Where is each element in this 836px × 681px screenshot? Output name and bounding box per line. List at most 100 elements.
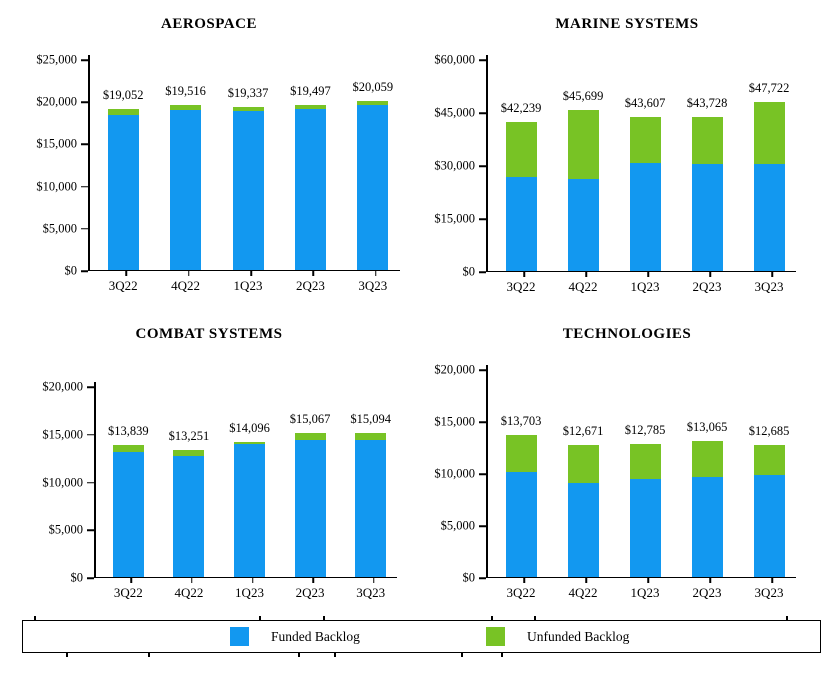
legend-item-funded: Funded Backlog: [230, 621, 360, 652]
chart-aerospace: AEROSPACE $25,000 $20,000 $15,000 $10,000 $5…: [0, 0, 418, 310]
x-tick-mark: [372, 578, 375, 583]
y-tick-mark: [87, 434, 94, 436]
bar-1q23: [232, 106, 264, 270]
bar-4q22: [567, 445, 599, 577]
x-tick-mark: [250, 271, 252, 276]
unfunded-backlog-segment: [112, 444, 144, 453]
x-tick-mark: [585, 272, 587, 277]
plot-area-combat-systems: $20,000 $15,000 $10,000 $5,000 $0 $13,839 3Q22…: [42, 380, 397, 600]
unfunded-backlog-segment: [232, 106, 264, 112]
bar-total-label: $19,337: [227, 85, 269, 100]
bar-total-label: $13,251: [168, 429, 210, 444]
bar-3q23: [355, 432, 387, 577]
chart-marine-systems: MARINE SYSTEMS $60,000 $45,000 $30,000 $15,…: [418, 0, 836, 310]
x-tick-mark: [375, 271, 377, 276]
unfunded-backlog-segment: [567, 445, 599, 483]
legend-border-tick: [534, 616, 536, 621]
x-tick-mark: [312, 578, 314, 583]
bar-3q22: [505, 434, 537, 577]
y-tick-label: $30,000: [434, 158, 475, 173]
y-tick-label: $10,000: [434, 466, 475, 481]
legend-border-tick: [259, 616, 261, 621]
y-tick-mark: [87, 386, 94, 388]
funded-backlog-segment: [691, 476, 723, 577]
y-tick-label: $15,000: [42, 427, 83, 442]
funded-backlog-swatch-icon: [230, 627, 249, 646]
y-tick-mark: [479, 525, 486, 527]
bar-total-label: $13,839: [107, 423, 149, 438]
x-axis-label: 3Q22: [506, 585, 536, 600]
chart-title-combat-systems: COMBAT SYSTEMS: [135, 326, 283, 342]
x-axis-label: 4Q22: [174, 585, 204, 600]
x-axis-label: 2Q23: [692, 279, 722, 294]
funded-backlog-segment: [294, 109, 326, 270]
bar-total-label: $19,497: [290, 84, 331, 99]
unfunded-backlog-segment: [294, 105, 326, 110]
bar-2q23: [294, 105, 326, 270]
bar-3q23: [357, 100, 389, 270]
y-tick-mark: [479, 59, 486, 61]
x-axis-line: [486, 576, 796, 578]
unfunded-backlog-segment: [753, 102, 785, 164]
funded-backlog-segment: [567, 482, 599, 577]
bar-total-label: $12,671: [562, 424, 604, 439]
x-axis-label: 3Q23: [356, 585, 386, 600]
unfunded-backlog-segment: [107, 109, 139, 115]
x-tick-mark: [523, 578, 525, 583]
x-axis-label: 3Q22: [113, 585, 143, 600]
x-axis-line: [94, 576, 397, 578]
bar-total-label: $19,516: [165, 84, 206, 99]
y-tick-label: $20,000: [36, 94, 77, 109]
bar-total-label: $47,722: [748, 81, 790, 96]
bar-1q23: [629, 444, 661, 577]
funded-backlog-segment: [232, 111, 264, 270]
legend-border-tick: [298, 652, 300, 657]
y-tick-mark: [87, 481, 94, 484]
bar-3q22: [107, 109, 139, 270]
bar-total-label: $13,065: [686, 420, 728, 435]
chart-title-technologies: TECHNOLOGIES: [562, 326, 692, 342]
y-tick-label: $0: [462, 570, 476, 585]
y-tick-mark: [81, 59, 88, 61]
x-tick-mark: [709, 272, 711, 277]
y-tick-mark: [479, 165, 486, 167]
bar-total-label: $45,699: [562, 88, 604, 103]
bar-4q22: [173, 450, 205, 577]
y-tick-mark: [81, 101, 88, 103]
unfunded-backlog-segment: [173, 450, 205, 457]
bar-total-label: $15,094: [350, 411, 391, 426]
funded-backlog-segment: [355, 440, 387, 577]
y-tick-mark: [479, 112, 486, 114]
legend-label-funded: Funded Backlog: [271, 628, 360, 644]
unfunded-backlog-segment: [567, 109, 599, 180]
funded-backlog-segment: [112, 452, 144, 577]
y-tick-mark: [87, 577, 94, 579]
y-tick-label: $15,000: [36, 136, 77, 151]
legend-border-tick: [34, 616, 36, 621]
x-axis-label: 4Q22: [171, 278, 201, 293]
x-axis-label: 2Q23: [295, 585, 325, 600]
y-tick-label: $0: [64, 263, 78, 278]
unfunded-backlog-segment: [294, 433, 326, 440]
bar-total-label: $12,685: [748, 424, 790, 439]
funded-backlog-segment: [753, 163, 785, 271]
bar-total-label: $19,052: [102, 88, 144, 103]
legend-item-unfunded: Unfunded Backlog: [486, 621, 629, 652]
y-tick-label: $20,000: [42, 379, 83, 394]
y-tick-label: $60,000: [434, 52, 475, 67]
legend-border-tick: [501, 652, 503, 657]
x-axis-label: 1Q23: [630, 279, 660, 294]
unfunded-backlog-segment: [691, 441, 723, 477]
x-axis-label: 3Q22: [108, 278, 138, 293]
x-tick-mark: [585, 578, 587, 583]
x-axis-label: 2Q23: [295, 278, 325, 293]
plot-area-technologies: $20,000 $15,000 $10,000 $5,000 $0 $13,703 3Q22…: [434, 363, 796, 600]
chart-combat-systems: COMBAT SYSTEMS $20,000 $15,000 $10,000 $5,0…: [0, 310, 418, 620]
chart-technologies: TECHNOLOGIES $20,000 $15,000 $10,000 $5,000…: [418, 310, 836, 620]
bar-4q22: [170, 105, 202, 270]
plot-area-marine-systems: $60,000 $45,000 $30,000 $15,000 $0 $42,239 3Q2…: [434, 53, 796, 294]
bar-total-label: $14,096: [229, 421, 270, 436]
y-tick-label: $10,000: [36, 179, 77, 194]
y-tick-mark: [479, 421, 486, 423]
